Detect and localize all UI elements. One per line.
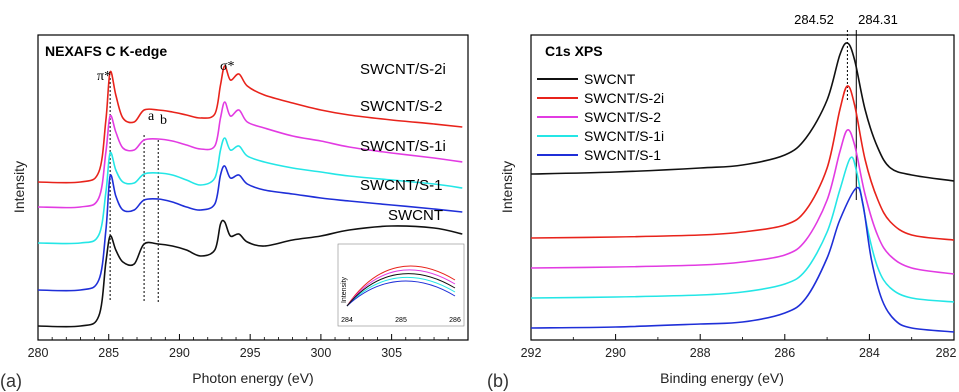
panel-a-series-line-swcnt-s-1 bbox=[37, 165, 463, 292]
panel-a-series-line-swcnt-s-2 bbox=[37, 101, 463, 209]
series-label-swcnt-s-1i: SWCNT/S-1i bbox=[360, 138, 446, 155]
series-label-swcnt-s-2: SWCNT/S-2 bbox=[360, 98, 443, 115]
annotation-pi-star: π* bbox=[97, 69, 111, 84]
panel-a-xlabel: Photon energy (eV) bbox=[192, 370, 313, 386]
panel-b-tick-label-282: 282 bbox=[936, 346, 957, 360]
legend-label-swcnt-s-2i: SWCNT/S-2i bbox=[584, 90, 664, 106]
panel-b-tick-label-288: 288 bbox=[690, 346, 711, 360]
panel-a-series bbox=[37, 65, 463, 328]
panel-a-tick-label-295: 295 bbox=[240, 346, 261, 360]
panel-a-x-ticks: 280 285 290 295 300 305 bbox=[28, 334, 449, 360]
panel-a-series-line-swcnt-s-2i bbox=[37, 65, 463, 184]
panel-a-title: NEXAFS C K-edge bbox=[45, 43, 167, 59]
panel-b-peak-lines bbox=[846, 30, 857, 200]
panel-b-ylabel: Intensity bbox=[499, 161, 515, 213]
legend: SWCNT SWCNT/S-2i SWCNT/S-2 SWCNT/S-1i SW… bbox=[537, 71, 664, 163]
legend-label-swcnt: SWCNT bbox=[584, 71, 636, 87]
panel-a-tick-label-305: 305 bbox=[381, 346, 402, 360]
panel-b-panel-label: (b) bbox=[487, 371, 509, 391]
inset-tick-284: 284 bbox=[341, 317, 353, 324]
peak-label-284-31: 284.31 bbox=[858, 12, 898, 27]
inset-tick-285: 285 bbox=[395, 317, 407, 324]
inset-tick-286: 286 bbox=[449, 317, 461, 324]
panel-b-tick-label-284: 284 bbox=[859, 346, 880, 360]
panel-a-ylabel: Intensity bbox=[11, 161, 27, 213]
series-label-swcnt-s-2i: SWCNT/S-2i bbox=[360, 61, 446, 78]
panel-b-title: C1s XPS bbox=[545, 43, 603, 59]
panel-b-xlabel: Binding energy (eV) bbox=[660, 370, 784, 386]
inset-frame bbox=[337, 243, 465, 327]
panel-a-tick-label-280: 280 bbox=[28, 346, 49, 360]
panel-b-series-line-swcnt-s-2 bbox=[530, 129, 955, 275]
panel-b-x-ticks: 292 290 288 286 284 282 bbox=[521, 334, 957, 360]
series-label-swcnt: SWCNT bbox=[388, 207, 443, 224]
inset-curve-swcnt bbox=[346, 273, 456, 307]
panel-a-series-line-swcnt-s-1i bbox=[37, 137, 463, 245]
panel-b-series bbox=[530, 42, 955, 333]
inset-curve-swcnt-s-1 bbox=[346, 280, 456, 307]
panel-a-tick-label-300: 300 bbox=[310, 346, 331, 360]
annotation-sigma-star: σ* bbox=[220, 59, 235, 74]
inset-curve-swcnt-s-2 bbox=[346, 269, 456, 307]
panel-a-panel-label: (a) bbox=[0, 371, 22, 391]
annotation-a: a bbox=[148, 109, 155, 124]
inset: Intensity 284 285 286 bbox=[337, 243, 465, 327]
panel-a: 280 285 290 295 300 305 NEXAFS C K-edge Inten… bbox=[0, 34, 469, 391]
panel-a-tick-label-290: 290 bbox=[169, 346, 190, 360]
inset-curve-swcnt-s-2i bbox=[346, 265, 456, 307]
annotation-b: b bbox=[160, 113, 167, 128]
panel-b-tick-label-292: 292 bbox=[521, 346, 542, 360]
panel-b-tick-label-286: 286 bbox=[774, 346, 795, 360]
panel-a-tick-label-285: 285 bbox=[98, 346, 119, 360]
inset-curves bbox=[346, 265, 456, 307]
inset-curve-swcnt-s-1i bbox=[346, 276, 456, 307]
legend-label-swcnt-s-2: SWCNT/S-2 bbox=[584, 109, 661, 125]
panel-a-plot-frame bbox=[37, 34, 469, 341]
series-label-swcnt-s-1: SWCNT/S-1 bbox=[360, 177, 443, 194]
panel-b-series-line-swcnt-s-1i bbox=[530, 156, 955, 303]
legend-label-swcnt-s-1i: SWCNT/S-1i bbox=[584, 128, 664, 144]
panel-b-series-line-swcnt-s-2i bbox=[530, 85, 955, 241]
panel-b: 292 290 288 286 284 282 C1s XPS Intensity Bin… bbox=[487, 12, 956, 391]
panel-b-series-line-swcnt bbox=[530, 42, 955, 182]
panel-b-series-line-swcnt-s-1 bbox=[530, 186, 955, 333]
peak-label-284-52: 284.52 bbox=[794, 12, 834, 27]
legend-label-swcnt-s-1: SWCNT/S-1 bbox=[584, 147, 661, 163]
inset-ylabel: Intensity bbox=[341, 276, 348, 303]
panel-b-tick-label-290: 290 bbox=[605, 346, 626, 360]
panel-a-series-line-swcnt bbox=[37, 219, 463, 328]
